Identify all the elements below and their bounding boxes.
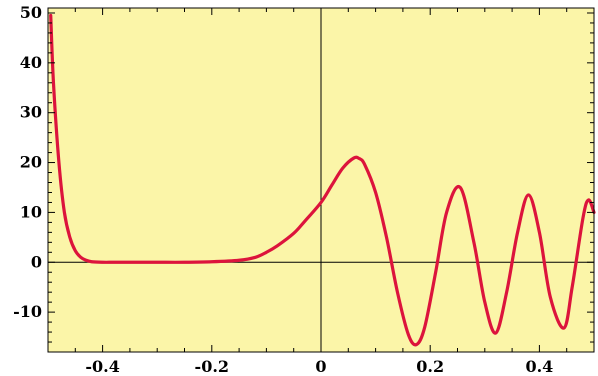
x-tick-label: -0.2 [195, 357, 229, 376]
x-tick-label: -0.4 [85, 357, 119, 376]
x-tick-label: 0.2 [416, 357, 444, 376]
y-tick-label: 10 [20, 202, 42, 221]
y-tick-label: 50 [20, 3, 42, 22]
x-tick-label: 0 [315, 357, 326, 376]
y-tick-label: -10 [13, 302, 42, 321]
tick-labels: -0.4 -0.2 0 0.2 0.4 -10 0 10 20 30 40 50 [13, 3, 553, 376]
y-tick-label: 20 [20, 153, 42, 172]
y-tick-label: 40 [20, 53, 42, 72]
series-layer [49, 13, 596, 347]
x-tick-label: 0.4 [525, 357, 553, 376]
ticks [47, 8, 595, 353]
series-line [49, 13, 596, 347]
y-tick-label: 30 [20, 103, 42, 122]
y-tick-label: 0 [31, 252, 42, 271]
